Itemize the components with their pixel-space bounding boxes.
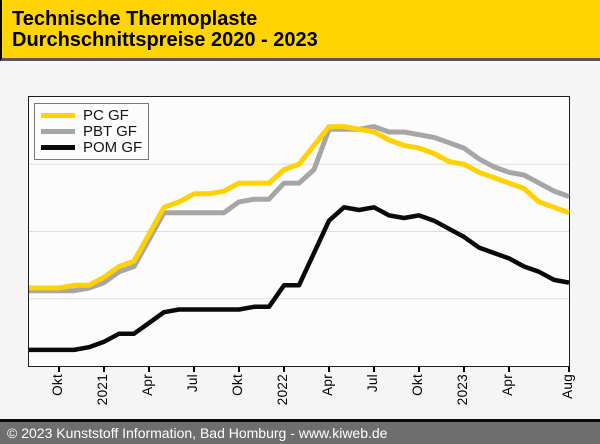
- legend-item-pc-gf: PC GF: [41, 106, 142, 124]
- chart-legend: PC GF PBT GF POM GF: [34, 103, 150, 160]
- x-axis-tick: [463, 367, 465, 372]
- x-axis-tick-label: Jul: [365, 374, 380, 393]
- x-axis-tick: [148, 367, 150, 372]
- legend-label: POM GF: [83, 138, 143, 156]
- x-axis-tick-label: Jul: [185, 374, 200, 393]
- legend-label: PC GF: [83, 106, 129, 124]
- x-axis-tick-label: Apr: [320, 374, 335, 396]
- x-axis-tick-label: Okt: [410, 374, 425, 396]
- pbt-gf-line-swatch: [41, 128, 75, 134]
- header-banner: Technische Thermoplaste Durchschnittspre…: [0, 0, 600, 61]
- x-axis-tick: [418, 367, 420, 372]
- x-axis-tick-label: Aug: [560, 374, 575, 399]
- chart-canvas: [29, 124, 570, 353]
- x-axis-tick: [283, 367, 285, 372]
- series-line-pbt-gf: [29, 124, 570, 294]
- x-axis-tick: [373, 367, 375, 372]
- x-axis-tick: [568, 367, 570, 372]
- x-axis-tick: [238, 367, 240, 372]
- footer-divider: [0, 419, 600, 422]
- legend-item-pom-gf: POM GF: [41, 138, 143, 156]
- legend-item-pbt-gf: PBT GF: [41, 122, 142, 140]
- pc-gf-line-swatch: [41, 112, 75, 118]
- x-axis-tick-label: 2021: [95, 374, 110, 406]
- x-axis-tick: [193, 367, 195, 372]
- series-line-pom-gf: [29, 205, 570, 353]
- page-title-line1: Technische Thermoplaste: [12, 8, 258, 30]
- x-axis-tick-label: 2022: [275, 374, 290, 406]
- pom-gf-line-swatch: [41, 144, 75, 150]
- x-axis-tick-label: Okt: [230, 374, 245, 396]
- x-axis-tick: [328, 367, 330, 372]
- footer-copyright: © 2023 Kunststoff Information, Bad Hombu…: [0, 422, 600, 444]
- x-axis-tick-label: Apr: [500, 374, 515, 396]
- page-title: Technische Thermoplaste Durchschnittspre…: [2, 0, 600, 51]
- x-axis-tick: [58, 367, 60, 372]
- x-axis-tick: [103, 367, 105, 372]
- page-title-line2: Durchschnittspreise 2020 - 2023: [12, 29, 318, 51]
- x-axis-tick-label: 2023: [455, 374, 470, 406]
- x-axis-tick-label: Apr: [140, 374, 155, 396]
- x-axis-tick: [508, 367, 510, 372]
- series-line-pc-gf: [29, 124, 570, 291]
- x-axis-tick-label: Okt: [50, 374, 65, 396]
- legend-label: PBT GF: [83, 122, 137, 140]
